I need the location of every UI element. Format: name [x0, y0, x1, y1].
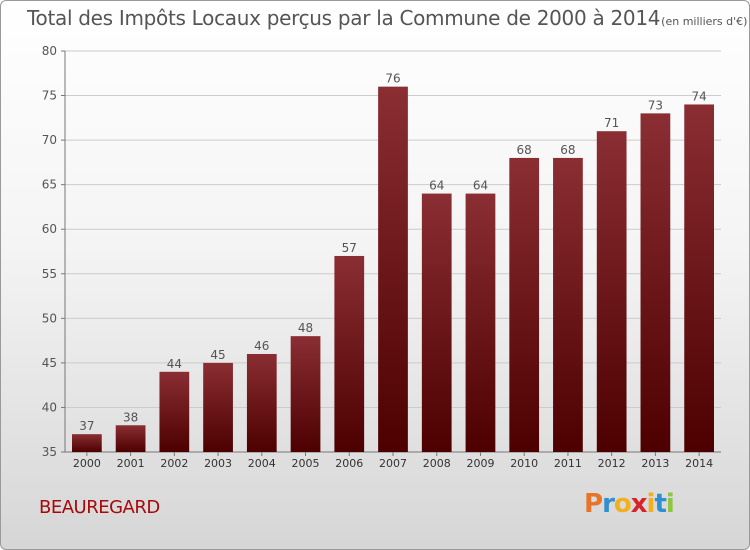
x-tick-label-2008: 2008 — [423, 457, 451, 470]
bars — [71, 86, 715, 453]
y-tick-label: 60 — [42, 222, 57, 236]
logo-letter: i — [665, 489, 675, 519]
chart-unit-label: (en milliers d'€) — [661, 15, 748, 28]
bar-2011 — [553, 157, 583, 452]
y-tick-label: 80 — [42, 44, 57, 58]
x-tick-label-2002: 2002 — [160, 457, 188, 470]
x-tick-label-2009: 2009 — [466, 457, 494, 470]
data-label-2009: 64 — [473, 179, 488, 193]
bar-2000 — [71, 434, 102, 452]
x-tick-label-2000: 2000 — [73, 457, 101, 470]
data-label-2003: 45 — [210, 348, 225, 362]
x-tick-label-2014: 2014 — [685, 457, 713, 470]
data-label-2008: 64 — [429, 179, 444, 193]
data-label-2002: 44 — [167, 357, 182, 371]
bar-2008 — [421, 193, 452, 453]
logo-letter: i — [646, 489, 656, 519]
x-tick-label-2012: 2012 — [598, 457, 626, 470]
data-label-2007: 76 — [385, 72, 400, 86]
y-tick-label: 65 — [42, 178, 57, 192]
y-tick-label: 35 — [42, 445, 57, 459]
bar-2013 — [640, 113, 671, 452]
y-tick-label: 55 — [42, 267, 57, 281]
bar-2014 — [684, 104, 715, 452]
commune-name: BEAUREGARD — [39, 497, 160, 518]
logo-letter: P — [584, 489, 603, 519]
x-tick-label-2006: 2006 — [335, 457, 363, 470]
y-tick-label: 75 — [42, 89, 57, 103]
y-tick-label: 45 — [42, 356, 57, 370]
data-label-2013: 73 — [648, 98, 663, 112]
data-label-2012: 71 — [604, 116, 619, 130]
x-tick-label-2001: 2001 — [117, 457, 145, 470]
data-labels: 37 38 44 45 46 48 57 76 64 64 68 68 71 73 74 — [79, 72, 707, 434]
bar-2007 — [378, 86, 408, 453]
bar-2009 — [465, 193, 496, 453]
bar-2001 — [115, 425, 146, 452]
x-tick-label-2011: 2011 — [554, 457, 582, 470]
data-label-2005: 48 — [298, 321, 313, 335]
proxiti-logo: Proxiti — [584, 489, 675, 519]
logo-letter: t — [654, 489, 666, 519]
data-label-2010: 68 — [517, 143, 532, 157]
bar-2004 — [246, 353, 277, 452]
data-label-2011: 68 — [560, 143, 575, 157]
x-tick-label-2003: 2003 — [204, 457, 232, 470]
logo-letter: r — [602, 489, 615, 519]
bar-2006 — [334, 255, 365, 452]
logo-letter: x — [630, 489, 648, 519]
logo-letter: o — [613, 489, 632, 519]
bar-2010 — [509, 157, 540, 452]
x-tick-label-2007: 2007 — [379, 457, 407, 470]
data-label-2001: 38 — [123, 410, 138, 424]
data-label-2014: 74 — [691, 89, 706, 103]
y-tick-label: 40 — [42, 400, 57, 414]
bar-2005 — [290, 336, 321, 452]
bar-2003 — [203, 362, 233, 452]
bar-2012 — [596, 131, 627, 452]
data-label-2004: 46 — [254, 339, 269, 353]
x-tick-label-2013: 2013 — [641, 457, 669, 470]
y-tick-label: 70 — [42, 133, 57, 147]
bar-2002 — [159, 371, 190, 452]
data-label-2000: 37 — [79, 419, 94, 433]
chart-title: Total des Impôts Locaux perçus par la Co… — [27, 6, 747, 30]
y-tick-label: 50 — [42, 311, 57, 325]
data-label-2006: 57 — [342, 241, 357, 255]
x-tick-label-2005: 2005 — [292, 457, 320, 470]
x-tick-label-2010: 2010 — [510, 457, 538, 470]
chart-title-text: Total des Impôts Locaux perçus par la Co… — [27, 6, 661, 30]
axes: 35 40 45 50 55 60 65 70 75 80 2000 2001 2002 2003 2004… — [42, 44, 721, 470]
x-tick-label-2004: 2004 — [248, 457, 276, 470]
